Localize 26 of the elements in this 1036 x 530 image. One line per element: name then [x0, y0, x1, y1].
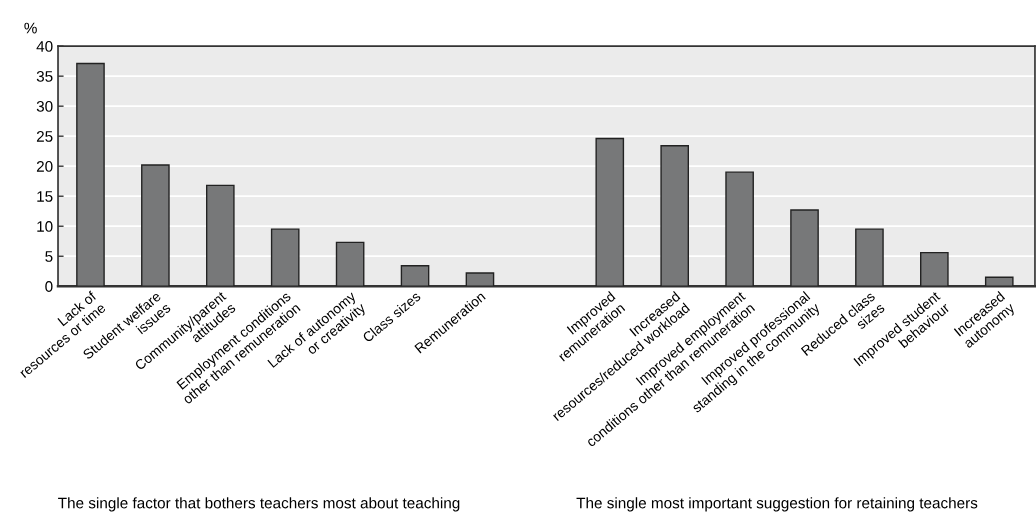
y-tick-label: 15: [37, 191, 53, 202]
y-tick-label: 25: [36, 131, 53, 142]
y-tick-label: 0: [45, 281, 53, 292]
text: The single factor that bothers teachers most about teaching: [58, 497, 460, 512]
bar: [984, 276, 1014, 287]
bar: [400, 265, 430, 287]
y-axis-title: %: [24, 22, 37, 34]
y-tick-label: 30: [36, 101, 53, 112]
bar: [920, 251, 949, 287]
bar: [270, 228, 300, 287]
y-tick-label: 35: [36, 70, 53, 82]
bar: [595, 137, 625, 287]
bar: [465, 272, 495, 287]
y-tick-label: 10: [37, 221, 53, 232]
text: The single most important suggestion for retaining teachers: [576, 497, 978, 512]
y-tick-label: 20: [36, 161, 53, 172]
bar: [660, 145, 690, 287]
bar: [790, 209, 819, 287]
bar: [725, 171, 754, 287]
y-tick-label: 40: [36, 40, 53, 52]
y-tick-label: 5: [45, 251, 53, 262]
bar: [76, 62, 105, 287]
bar: [335, 241, 365, 287]
bar: [205, 184, 235, 287]
bar: [855, 228, 884, 287]
bar: [141, 164, 170, 287]
